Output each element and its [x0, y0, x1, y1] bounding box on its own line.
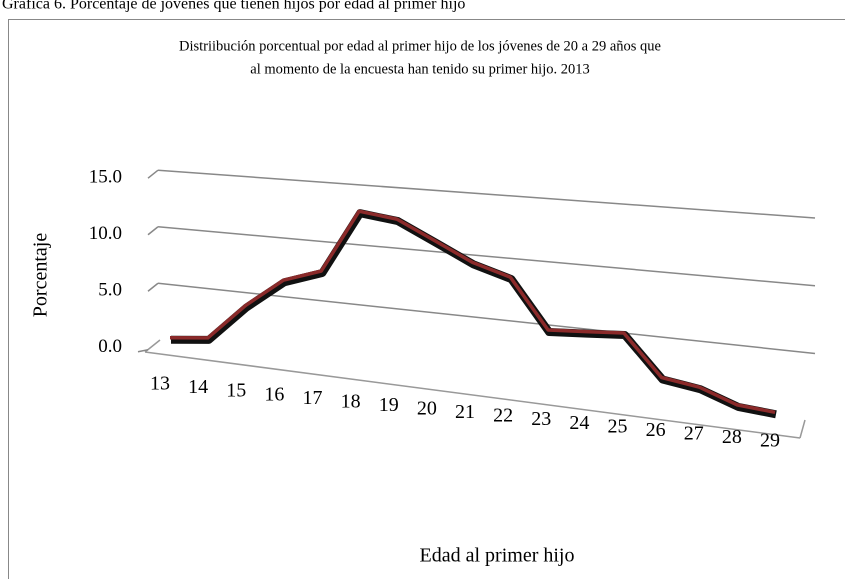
x-tick-label: 18: [341, 390, 361, 412]
y-tick-label: 5.0: [98, 280, 122, 301]
floor-edge: [799, 419, 806, 439]
x-tick-label: 21: [455, 401, 475, 423]
x-tick-label: 15: [226, 380, 246, 402]
x-axis-label: Edad al primer hijo: [420, 545, 575, 567]
grid-line: [157, 169, 816, 219]
y-tick-label: 10.0: [89, 223, 122, 244]
x-tick-label: 27: [684, 422, 704, 444]
x-tick-label: 29: [760, 430, 780, 452]
grid-line: [157, 225, 816, 287]
x-tick-label: 24: [569, 412, 589, 434]
data-line: [169, 209, 776, 415]
y-tick-label: 15.0: [89, 167, 122, 188]
floor-edge: [144, 351, 801, 439]
x-tick-label: 22: [493, 405, 513, 427]
x-tick-label: 28: [722, 426, 742, 448]
chart-frame: [8, 19, 845, 579]
chart-title: Distriibución porcentual por edad al pri…: [179, 38, 661, 54]
x-tick-label: 23: [531, 408, 551, 430]
grid-tick: [147, 282, 159, 292]
x-tick-label: 26: [646, 419, 666, 441]
grid-line: [157, 282, 816, 355]
grid-tick: [147, 226, 159, 236]
grid-tick: [147, 169, 159, 179]
y-axis-label: Porcentaje: [30, 233, 52, 318]
x-tick-label: 19: [379, 394, 399, 416]
x-tick-label: 16: [264, 383, 284, 405]
x-tick-label: 20: [417, 398, 437, 420]
page-header: Gráfica 6. Porcentaje de jóvenes que tie…: [2, 0, 465, 13]
x-tick-label: 25: [608, 415, 628, 437]
grid-tick: [137, 349, 149, 353]
y-tick-label: 0.0: [98, 336, 122, 357]
chart-title: al momento de la encuesta han tenido su …: [250, 61, 589, 77]
x-tick-label: 13: [150, 373, 170, 395]
x-tick-label: 14: [188, 376, 208, 398]
x-tick-label: 17: [303, 387, 323, 409]
